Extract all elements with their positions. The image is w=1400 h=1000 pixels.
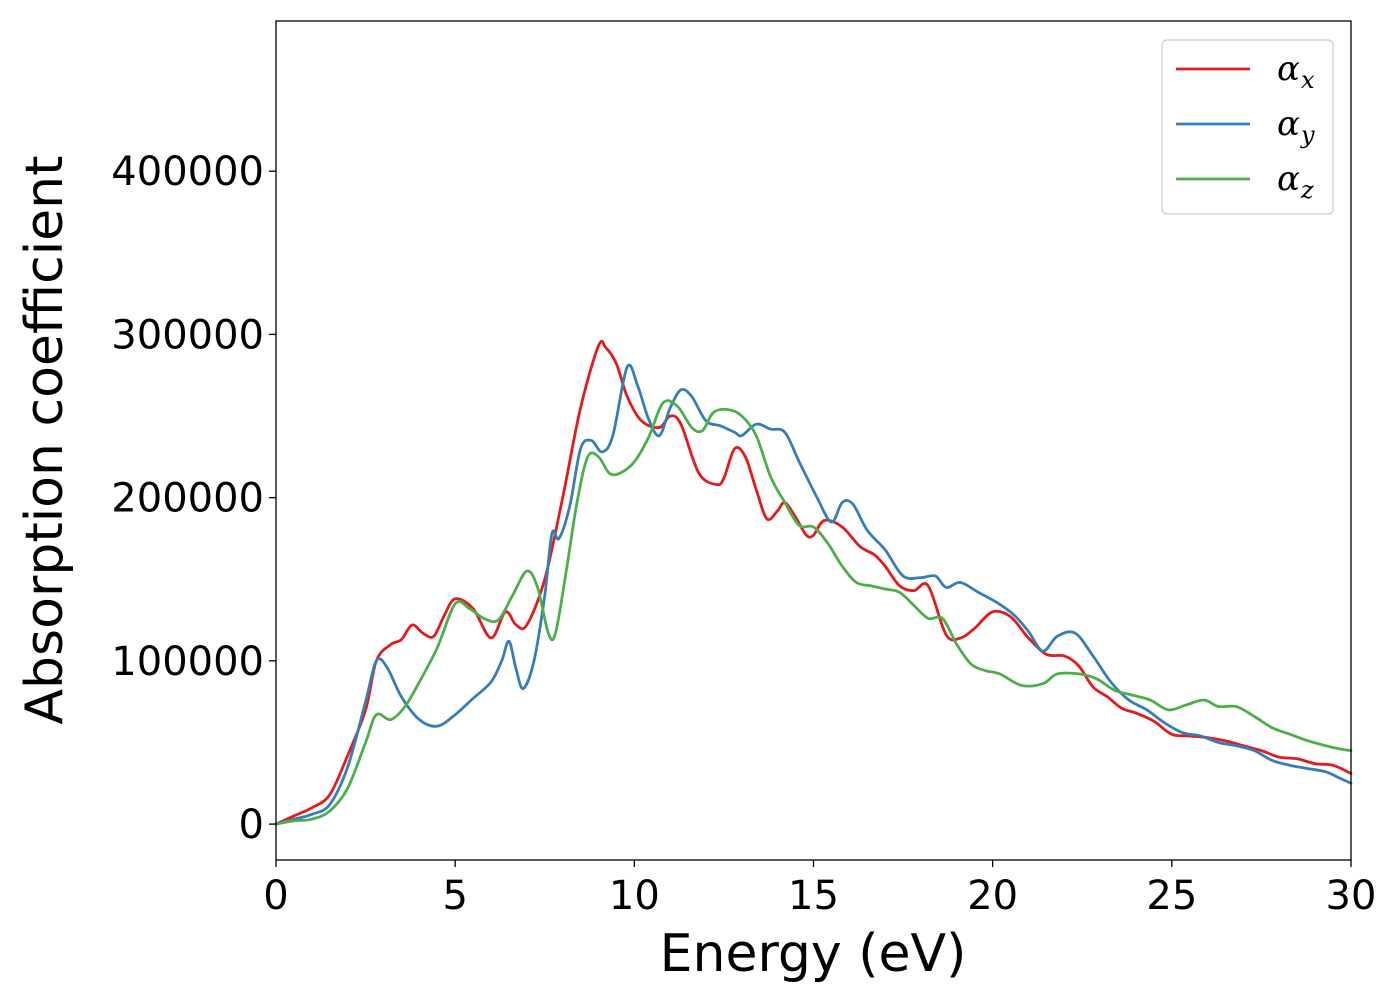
series-line-alpha-z [274, 399, 1353, 826]
legend-label-alpha-z: αz [1277, 159, 1314, 204]
series-line-alpha-x [274, 339, 1353, 826]
x-tick-label: 5 [442, 873, 467, 919]
x-axis-title: Energy (eV) [660, 924, 967, 984]
y-tick-label: 100000 [111, 639, 264, 685]
y-axis: 0 100000 200000 300000 400000 [111, 149, 276, 848]
x-tick-label: 30 [1326, 873, 1377, 919]
legend-label-alpha-y: αy [1277, 104, 1315, 149]
y-tick-label: 400000 [111, 149, 264, 195]
x-tick-label: 25 [1146, 873, 1197, 919]
y-axis-title: Absorption coefficient [15, 155, 75, 724]
y-tick-label: 300000 [111, 312, 264, 358]
x-tick-label: 10 [609, 873, 660, 919]
x-tick-label: 15 [788, 873, 839, 919]
y-tick-label: 0 [239, 802, 264, 848]
x-tick-label: 0 [263, 873, 288, 919]
series-line-alpha-y [274, 363, 1353, 826]
y-tick-label: 200000 [111, 476, 264, 522]
legend: αx αy αz [1161, 39, 1334, 215]
legend-label-alpha-x: αx [1277, 49, 1315, 94]
x-tick-label: 20 [967, 873, 1018, 919]
x-axis: 0 5 10 15 20 25 30 [263, 860, 1376, 919]
series-layer [274, 339, 1353, 826]
legend-box [1161, 39, 1334, 215]
